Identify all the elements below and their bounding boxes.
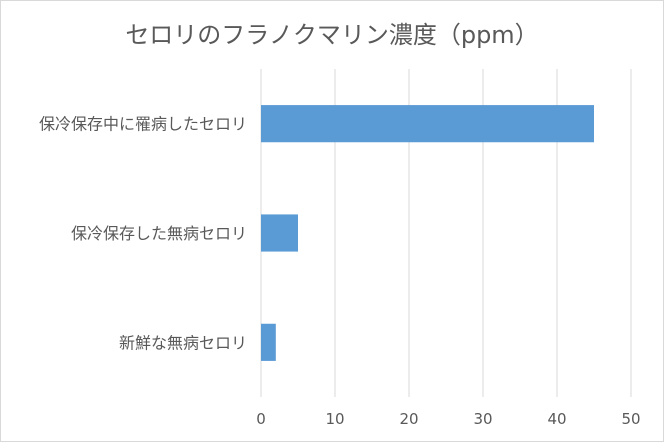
x-tick-label-40: 40 bbox=[547, 410, 566, 428]
category-label-0: 保冷保存中に罹病したセロリ bbox=[39, 115, 247, 134]
bar-1 bbox=[261, 214, 298, 252]
chart-title: セロリのフラノクマリン濃度（ppm） bbox=[125, 21, 539, 49]
bar-0 bbox=[261, 105, 594, 143]
bar-2 bbox=[261, 323, 276, 361]
x-tick-label-20: 20 bbox=[399, 410, 418, 428]
category-label-1: 保冷保存した無病セロリ bbox=[71, 224, 247, 243]
x-tick-label-50: 50 bbox=[621, 410, 640, 428]
x-tick-label-30: 30 bbox=[473, 410, 492, 428]
category-label-2: 新鮮な無病セロリ bbox=[119, 333, 247, 352]
x-tick-label-0: 0 bbox=[256, 410, 266, 428]
x-tick-label-10: 10 bbox=[325, 410, 344, 428]
